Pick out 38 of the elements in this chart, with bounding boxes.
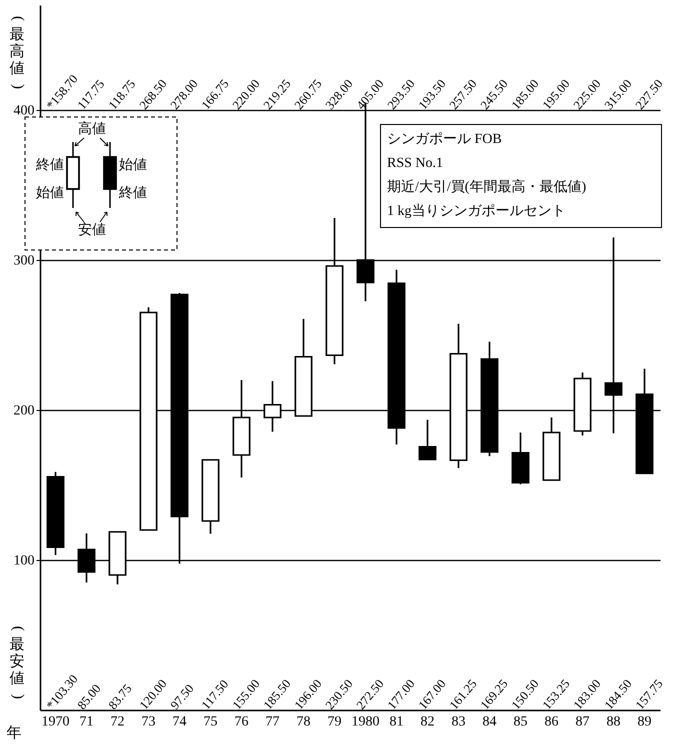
text: (最高値) (8, 15, 26, 91)
annotation: 安値 (78, 222, 106, 238)
x-tick-label: 73 (142, 714, 156, 730)
x-tick-label: 75 (204, 714, 218, 730)
x-axis-title: 年 (6, 724, 22, 742)
x-tick-label: 85 (514, 714, 528, 730)
x-tick-label: 1970 (42, 714, 70, 730)
text: (最安値) (8, 625, 26, 701)
x-tick-label: 74 (172, 714, 186, 730)
x-tick-label: 71 (80, 714, 94, 730)
x-tick-label: 87 (576, 714, 590, 730)
candlestick (418, 418, 436, 460)
annotation: RSS No.1 (387, 155, 444, 173)
x-tick-label: 81 (390, 714, 404, 730)
x-tick-label: 1980 (352, 714, 380, 730)
y-tick-label: 300 (14, 254, 34, 268)
annotation: シンガポール FOB (387, 131, 503, 149)
annotation: 終値 (35, 157, 64, 173)
annotation: 高値 (78, 121, 106, 137)
x-tick-label: 88 (606, 714, 620, 730)
y-tick-label: 100 (14, 554, 34, 568)
x-tick-label: 77 (266, 714, 280, 730)
annotation: 1 kg当りシンガポールセント (387, 202, 566, 221)
x-tick-label: 76 (234, 714, 248, 730)
y-tick-label: 400 (14, 104, 34, 118)
annotation: 期近/大引/買(年間最高・最低値) (387, 178, 588, 197)
x-tick-label: 89 (638, 714, 652, 730)
y-tick-label: 200 (14, 404, 34, 418)
x-tick-label: 82 (420, 714, 434, 730)
annotation: 始値 (119, 157, 147, 173)
x-tick-label: 84 (482, 714, 496, 730)
x-tick-label: 79 (328, 714, 342, 730)
annotation: 終値 (118, 185, 147, 201)
x-tick-label: 86 (544, 714, 558, 730)
x-tick-label: 83 (452, 714, 466, 730)
annotation: 始値 (36, 185, 64, 201)
x-tick-label: 78 (296, 714, 310, 730)
x-tick-label: 72 (110, 714, 124, 730)
